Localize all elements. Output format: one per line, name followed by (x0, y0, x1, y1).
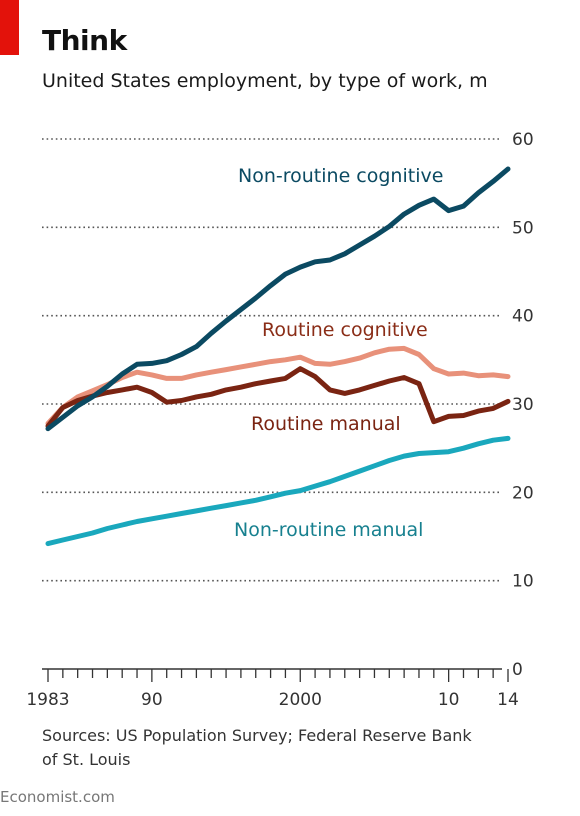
series-label: Routine cognitive (262, 319, 428, 341)
source-note: Sources: US Population Survey; Federal R… (42, 726, 472, 769)
series-line-routine-manual (45, 366, 511, 429)
y-tick-label: 0 (512, 660, 523, 680)
x-tick-label: 14 (497, 690, 519, 710)
series-label: Routine manual (251, 413, 401, 435)
x-axis: 1983 90 2000 10 14 (26, 669, 519, 710)
y-tick-label: 20 (512, 483, 534, 503)
line-chart: 0 10 20 30 40 50 60 1983 90 2000 10 14 Non-routine… (26, 130, 534, 710)
y-tick-label: 10 (512, 572, 534, 592)
brand-credit: Economist.com (0, 788, 115, 806)
y-tick-label: 40 (512, 307, 534, 327)
series-labels: Non-routine cognitive Routine cognitive Ro… (234, 165, 443, 541)
series-label: Non-routine manual (234, 519, 423, 541)
gridlines: 0 10 20 30 40 50 60 (42, 130, 534, 680)
chart-title: Think (42, 24, 127, 57)
x-tick-label: 2000 (279, 690, 322, 710)
series-line-non-routine-manual (45, 435, 511, 547)
brand-tab (0, 0, 19, 55)
chart-subtitle: United States employment, by type of wor… (42, 70, 488, 92)
x-tick-label: 90 (141, 690, 163, 710)
y-tick-label: 50 (512, 218, 534, 238)
series-line-routine-cognitive (45, 345, 511, 426)
x-tick-label: 1983 (26, 690, 69, 710)
x-tick-label: 10 (438, 690, 460, 710)
y-tick-label: 30 (512, 395, 534, 415)
series-lines (45, 166, 511, 547)
series-label: Non-routine cognitive (238, 165, 443, 187)
y-tick-label: 60 (512, 130, 534, 150)
series-line-non-routine-cognitive (45, 166, 511, 432)
